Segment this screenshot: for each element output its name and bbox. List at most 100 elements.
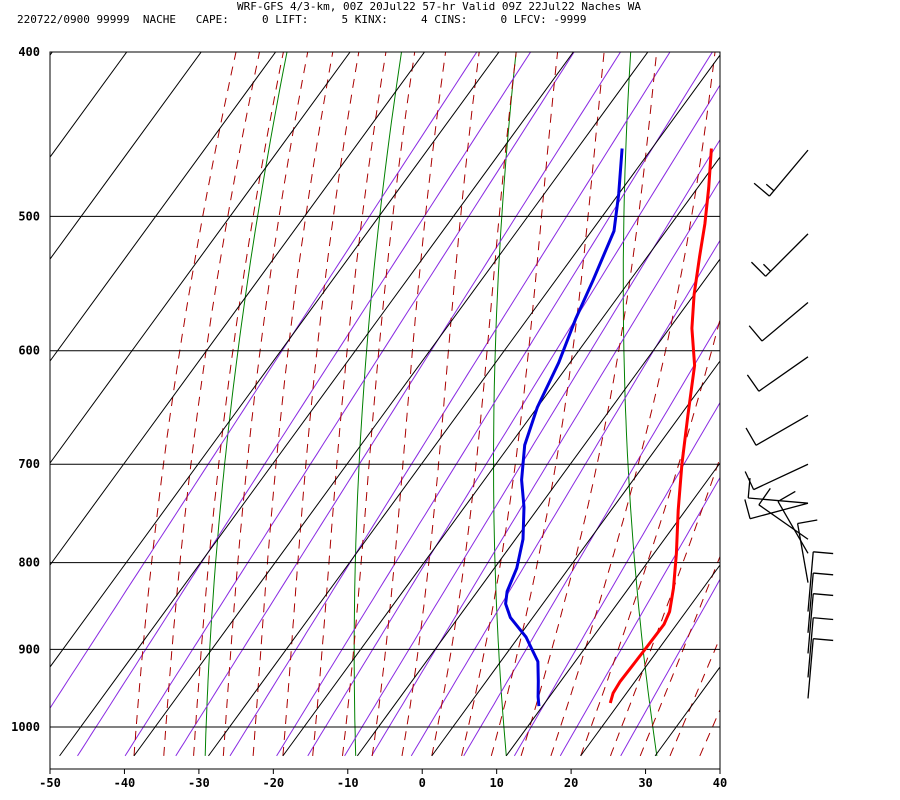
temperature-tick-label: -10: [337, 776, 359, 790]
wind-barb-staff: [777, 501, 809, 554]
wind-barb: [807, 617, 834, 678]
isotherm: [431, 360, 720, 757]
isotherm: [50, 52, 202, 260]
wind-barb: [807, 572, 834, 633]
dry-adiabat: [622, 52, 658, 756]
moist-adiabat: [401, 52, 480, 756]
moist-adiabat: [371, 52, 447, 756]
pressure-tick-label: 1000: [11, 720, 40, 734]
moist-adiabat: [490, 52, 605, 757]
isotherm: [505, 462, 720, 757]
isotherm: [654, 666, 720, 757]
wind-barb-flag: [744, 499, 751, 519]
pressure-tick-label: 600: [18, 344, 40, 358]
moist-adiabat: [342, 52, 416, 756]
wind-barb-flag: [747, 477, 751, 499]
isotherm: [133, 52, 649, 757]
wind-barb: [753, 149, 809, 197]
plot-frame: [49, 51, 721, 770]
isotherm: [580, 564, 720, 757]
mixing-ratio-line: [371, 179, 720, 757]
mixing-ratio-line: [175, 52, 621, 757]
isotherm: [208, 54, 720, 757]
dewpoint-profile: [504, 148, 624, 707]
pressure-tick-label: 700: [18, 457, 40, 471]
wind-barb-staff: [807, 573, 814, 633]
mixing-ratio-line: [307, 84, 720, 757]
mixing-ratio-line: [559, 476, 720, 757]
wind-barb: [748, 301, 809, 342]
wind-barb-flag: [797, 519, 818, 525]
mixing-ratio-line: [276, 52, 713, 757]
mixing-ratio-line: [513, 401, 720, 757]
temperature-tick-label: -20: [262, 776, 284, 790]
isotherm: [356, 258, 720, 757]
moist-adiabat: [133, 52, 237, 756]
wind-barb: [807, 551, 834, 612]
wind-barb-flag: [813, 617, 834, 621]
wind-barb-staff: [807, 551, 814, 612]
isotherm: [50, 52, 277, 362]
wind-barb: [744, 463, 809, 491]
wind-barb-staff: [755, 414, 809, 446]
wind-barb: [747, 477, 809, 504]
isotherm: [50, 52, 351, 464]
wind-barb: [807, 638, 834, 699]
wind-barb-staff: [807, 617, 814, 678]
temperature-tick-label: 10: [489, 776, 503, 790]
moist-adiabat: [193, 52, 284, 756]
moist-adiabat: [669, 636, 720, 757]
mixing-ratio-line: [410, 239, 720, 757]
wind-barb-flag: [777, 490, 796, 502]
wind-barb-flag: [746, 374, 760, 392]
pressure-tick-label: 900: [18, 642, 40, 656]
mixing-ratio-line: [344, 138, 720, 757]
moist-adiabat: [282, 52, 360, 756]
wind-barb-flag: [813, 551, 834, 555]
sounding-stats: 220722/0900 99999 NACHE CAPE: 0 LIFT: 5 …: [17, 13, 587, 26]
wind-barb-flag: [758, 488, 771, 506]
wind-barb-flag: [813, 638, 834, 642]
wind-barb: [796, 519, 818, 583]
dry-adiabat: [204, 52, 288, 756]
temperature-tick-label: -30: [188, 776, 210, 790]
pressure-tick-label: 400: [18, 45, 40, 59]
wind-barb-staff: [761, 301, 809, 342]
wind-barb: [745, 414, 809, 446]
wind-barb-flag: [765, 183, 775, 192]
wind-barb-staff: [768, 149, 809, 197]
mixing-ratio-line: [50, 52, 478, 710]
wind-barb-flag: [748, 325, 763, 342]
dry-adiabat: [493, 52, 517, 756]
wind-barb-staff: [758, 356, 809, 392]
isotherm: [50, 52, 500, 668]
wind-barb-staff: [765, 233, 809, 277]
moist-adiabat: [252, 52, 334, 756]
wind-barb: [807, 593, 834, 654]
wind-barb-staff: [807, 593, 814, 654]
temperature-tick-label: 20: [564, 776, 578, 790]
mixing-ratio-line: [620, 578, 720, 757]
moist-adiabat: [431, 52, 517, 756]
chart-title: WRF-GFS 4/3-km, 00Z 20Jul22 57-hr Valid …: [237, 0, 641, 13]
mixing-ratio-line: [77, 52, 532, 757]
wind-barb-staff: [807, 638, 814, 699]
wind-barb-flag: [762, 263, 771, 272]
dry-adiabat: [353, 52, 402, 756]
mixing-ratio-line: [229, 52, 671, 757]
wind-barbs-column: [744, 149, 834, 699]
temperature-tick-label: -40: [114, 776, 136, 790]
temperature-tick-label: 0: [419, 776, 426, 790]
pressure-tick-label: 500: [18, 209, 40, 223]
moist-adiabat: [610, 456, 720, 757]
wind-barb-staff: [749, 502, 809, 520]
temperature-profile: [608, 148, 713, 704]
wind-barb-staff: [753, 463, 809, 491]
plot-grid: [50, 52, 720, 757]
moist-adiabat: [639, 555, 720, 757]
mixing-ratio-line: [463, 320, 720, 757]
pressure-tick-label: 800: [18, 556, 40, 570]
isotherm: [50, 52, 425, 566]
wind-barb-flag: [813, 572, 834, 576]
